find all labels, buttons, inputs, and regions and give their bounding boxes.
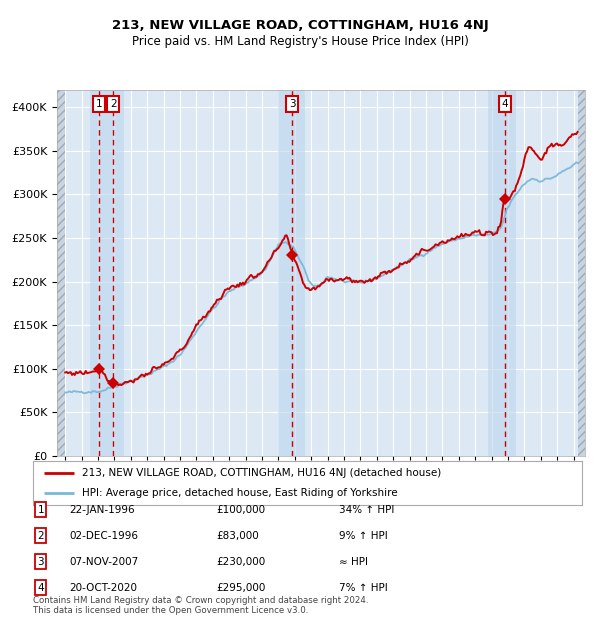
Text: 07-NOV-2007: 07-NOV-2007 <box>69 557 138 567</box>
Text: 34% ↑ HPI: 34% ↑ HPI <box>339 505 394 515</box>
Bar <box>90 90 124 456</box>
Text: 3: 3 <box>37 557 44 567</box>
Text: 22-JAN-1996: 22-JAN-1996 <box>69 505 134 515</box>
Bar <box>57 90 65 456</box>
Text: ≈ HPI: ≈ HPI <box>339 557 368 567</box>
Text: £83,000: £83,000 <box>216 531 259 541</box>
Text: 213, NEW VILLAGE ROAD, COTTINGHAM, HU16 4NJ (detached house): 213, NEW VILLAGE ROAD, COTTINGHAM, HU16 … <box>82 467 442 478</box>
Text: 2: 2 <box>110 99 116 109</box>
Text: 02-DEC-1996: 02-DEC-1996 <box>69 531 138 541</box>
Bar <box>578 90 585 456</box>
Text: 7% ↑ HPI: 7% ↑ HPI <box>339 583 388 593</box>
Text: Contains HM Land Registry data © Crown copyright and database right 2024.
This d: Contains HM Land Registry data © Crown c… <box>33 596 368 615</box>
Bar <box>278 90 305 456</box>
Text: 1: 1 <box>37 505 44 515</box>
Text: 4: 4 <box>502 99 508 109</box>
Text: 213, NEW VILLAGE ROAD, COTTINGHAM, HU16 4NJ: 213, NEW VILLAGE ROAD, COTTINGHAM, HU16 … <box>112 19 488 32</box>
Bar <box>488 90 516 456</box>
Text: 1: 1 <box>95 99 102 109</box>
Text: 20-OCT-2020: 20-OCT-2020 <box>69 583 137 593</box>
Text: 2: 2 <box>37 531 44 541</box>
Text: 9% ↑ HPI: 9% ↑ HPI <box>339 531 388 541</box>
Text: £230,000: £230,000 <box>216 557 265 567</box>
Text: £295,000: £295,000 <box>216 583 265 593</box>
Text: HPI: Average price, detached house, East Riding of Yorkshire: HPI: Average price, detached house, East… <box>82 488 398 498</box>
Text: £100,000: £100,000 <box>216 505 265 515</box>
Text: 3: 3 <box>289 99 296 109</box>
Text: 4: 4 <box>37 583 44 593</box>
Text: Price paid vs. HM Land Registry's House Price Index (HPI): Price paid vs. HM Land Registry's House … <box>131 35 469 48</box>
